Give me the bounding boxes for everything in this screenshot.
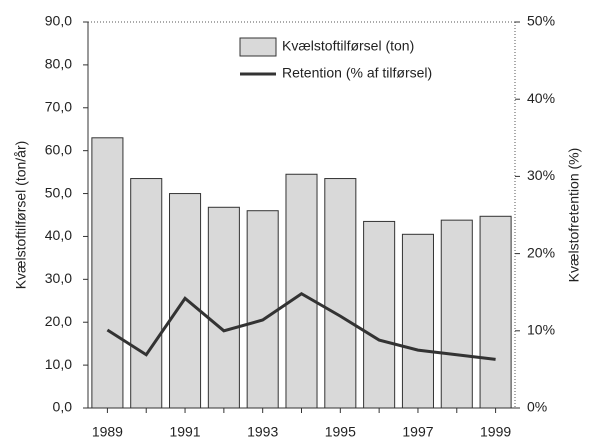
x-tick-label: 1991 — [169, 424, 200, 440]
bar — [130, 178, 163, 409]
bar — [91, 137, 124, 409]
y2-axis-label: Kvælstofretention (%) — [566, 148, 582, 283]
y2-tick-label: 30% — [527, 167, 555, 183]
y-tick-label: 0,0 — [53, 399, 73, 415]
bar — [246, 210, 279, 409]
x-tick-label: 1989 — [92, 424, 123, 440]
x-tick-label: 1999 — [480, 424, 511, 440]
y-tick-label: 80,0 — [45, 56, 72, 72]
legend-swatch — [239, 37, 277, 57]
y-tick-label: 20,0 — [45, 313, 72, 329]
bar — [363, 220, 396, 409]
y2-tick-label: 50% — [527, 13, 555, 29]
y-tick-label: 30,0 — [45, 270, 72, 286]
y-tick-label: 10,0 — [45, 356, 72, 372]
legend-label: Retention (% af tilførsel) — [282, 65, 432, 81]
y2-tick-label: 40% — [527, 90, 555, 106]
line — [106, 291, 496, 361]
bar — [401, 233, 434, 409]
x-tick-label: 1997 — [402, 424, 433, 440]
y2-tick-label: 0% — [527, 399, 547, 415]
y-tick-label: 40,0 — [45, 227, 72, 243]
bar — [479, 215, 512, 409]
y-tick-label: 60,0 — [45, 141, 72, 157]
legend-label: Kvælstoftilførsel (ton) — [282, 38, 414, 54]
bar — [285, 173, 318, 409]
bar — [207, 206, 240, 409]
y-tick-label: 70,0 — [45, 98, 72, 114]
y2-tick-label: 10% — [527, 322, 555, 338]
y-tick-label: 50,0 — [45, 184, 72, 200]
y2-tick-label: 20% — [527, 244, 555, 260]
x-tick-label: 1995 — [325, 424, 356, 440]
bar — [324, 178, 357, 409]
y-axis-label: Kvælstoftilførsel (ton/år) — [13, 141, 29, 290]
x-tick-label: 1993 — [247, 424, 278, 440]
bar — [440, 219, 473, 409]
y-tick-label: 90,0 — [45, 13, 72, 29]
